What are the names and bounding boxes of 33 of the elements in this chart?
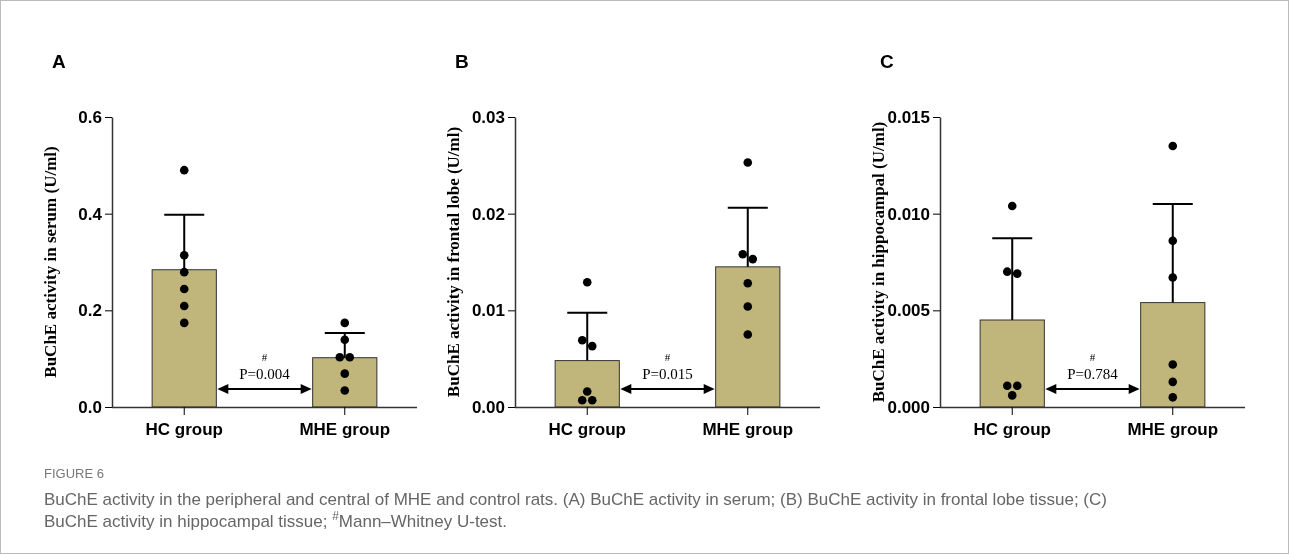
- annotation: P=0.015: [642, 366, 693, 382]
- x-tick-label: HC group: [145, 420, 223, 440]
- x-tick-label: HC group: [973, 420, 1051, 440]
- y-tick-label: 0.2: [78, 301, 102, 321]
- y-axis-title: BuChE activity in hippocampal (U/ml): [869, 121, 888, 403]
- chart-title: A: [52, 51, 66, 72]
- y-tick-label: 0.4: [78, 204, 103, 224]
- x-tick-label: HC group: [548, 420, 626, 440]
- y-tick-label: 0.01: [471, 301, 505, 321]
- y-tick-label: 0.005: [887, 301, 930, 321]
- y-tick-label: 0.000: [887, 397, 930, 417]
- x-tick-label: MHE group: [702, 420, 794, 440]
- y-axis-title: BuChE activity in serum (U/ml): [41, 146, 60, 378]
- annotation: #: [664, 351, 671, 363]
- y-tick-label: 0.015: [887, 107, 930, 127]
- x-tick-label: MHE group: [299, 420, 391, 440]
- annotation: P=0.784: [1067, 366, 1119, 382]
- y-tick-label: 0.0: [78, 397, 102, 417]
- y-tick-label: 0.02: [471, 204, 505, 224]
- y-tick-label: 0.6: [78, 107, 102, 127]
- text: BuChE activity in hippocampal tissue; $^{#}$Mann–Whitney U-test.: [44, 509, 508, 531]
- text: BuChE activity in the peripheral and central of MHE and control rats. (A) BuChE activity in serum; (B) BuChE activity in frontal lobe tissue; (C): [44, 490, 1107, 509]
- annotation: #: [261, 351, 268, 363]
- y-axis-title: BuChE activity in frontal lobe (U/ml): [444, 126, 463, 398]
- y-tick-label: 0.00: [471, 397, 505, 417]
- annotation: #: [1089, 351, 1096, 363]
- chart-title: B: [455, 51, 469, 72]
- x-tick-label: MHE group: [1127, 420, 1219, 440]
- caption: FIGURE 6: [44, 466, 104, 481]
- chart-title: C: [880, 51, 894, 72]
- y-tick-label: 0.03: [471, 107, 505, 127]
- annotation: P=0.004: [239, 366, 291, 382]
- y-tick-label: 0.010: [887, 204, 930, 224]
